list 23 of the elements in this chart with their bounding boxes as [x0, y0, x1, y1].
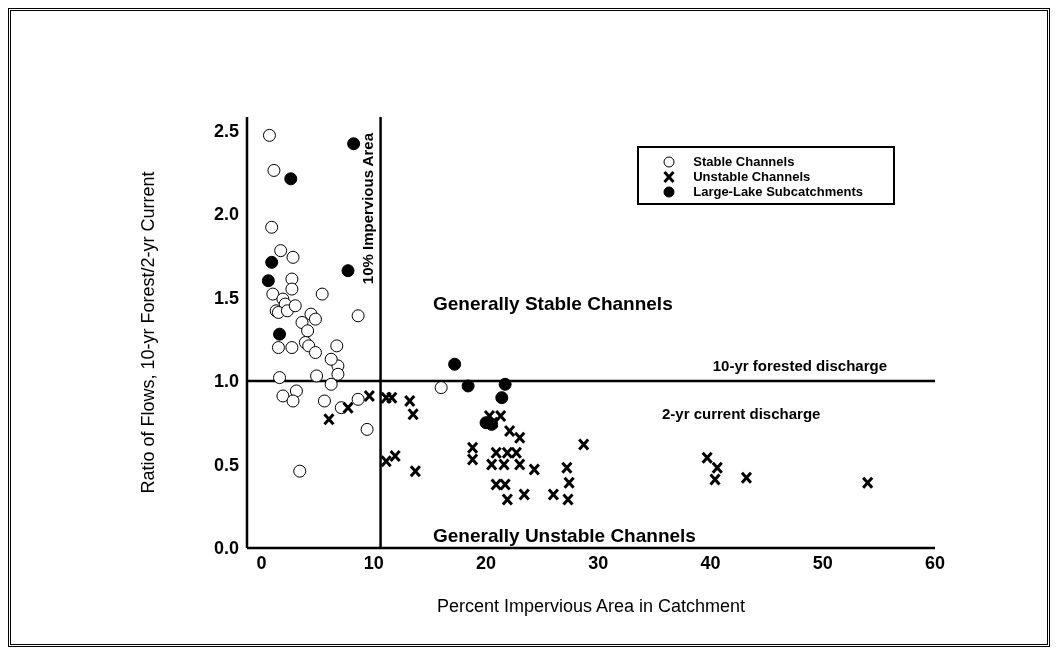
- annotation: Generally Unstable Channels: [433, 525, 696, 547]
- legend-label: Large-Lake Subcatchments: [693, 184, 863, 199]
- annotation: 2-yr current discharge: [662, 405, 821, 422]
- x-tick-label: 20: [476, 552, 497, 573]
- ref-line-label: 10-yr forested discharge: [712, 356, 887, 374]
- ref-line-label: 10% Impervious Area: [358, 132, 376, 285]
- y-axis-title: Ratio of Flows, 10-yr Forest/2-yr Current: [138, 171, 159, 494]
- y-tick-label: 2.5: [213, 120, 239, 141]
- x-tick-label: 0: [256, 552, 267, 573]
- x-tick-label: 50: [812, 552, 833, 573]
- x-tick-label: 60: [924, 552, 946, 573]
- x-tick-label: 10: [363, 552, 384, 573]
- x-tick-label: 40: [700, 552, 721, 573]
- legend-label: Unstable Channels: [693, 169, 811, 184]
- annotation: Generally Stable Channels: [433, 293, 673, 315]
- y-tick-label: 0.5: [213, 454, 239, 475]
- x-axis-title: Percent Impervious Area in Catchment: [436, 596, 746, 616]
- y-tick-label: 1.0: [213, 371, 239, 392]
- y-tick-label: 2.0: [213, 204, 239, 225]
- x-tick-label: 30: [588, 552, 609, 573]
- y-tick-label: 0.0: [213, 538, 239, 559]
- y-tick-label: 1.5: [213, 287, 239, 308]
- legend-label: Stable Channels: [693, 154, 795, 169]
